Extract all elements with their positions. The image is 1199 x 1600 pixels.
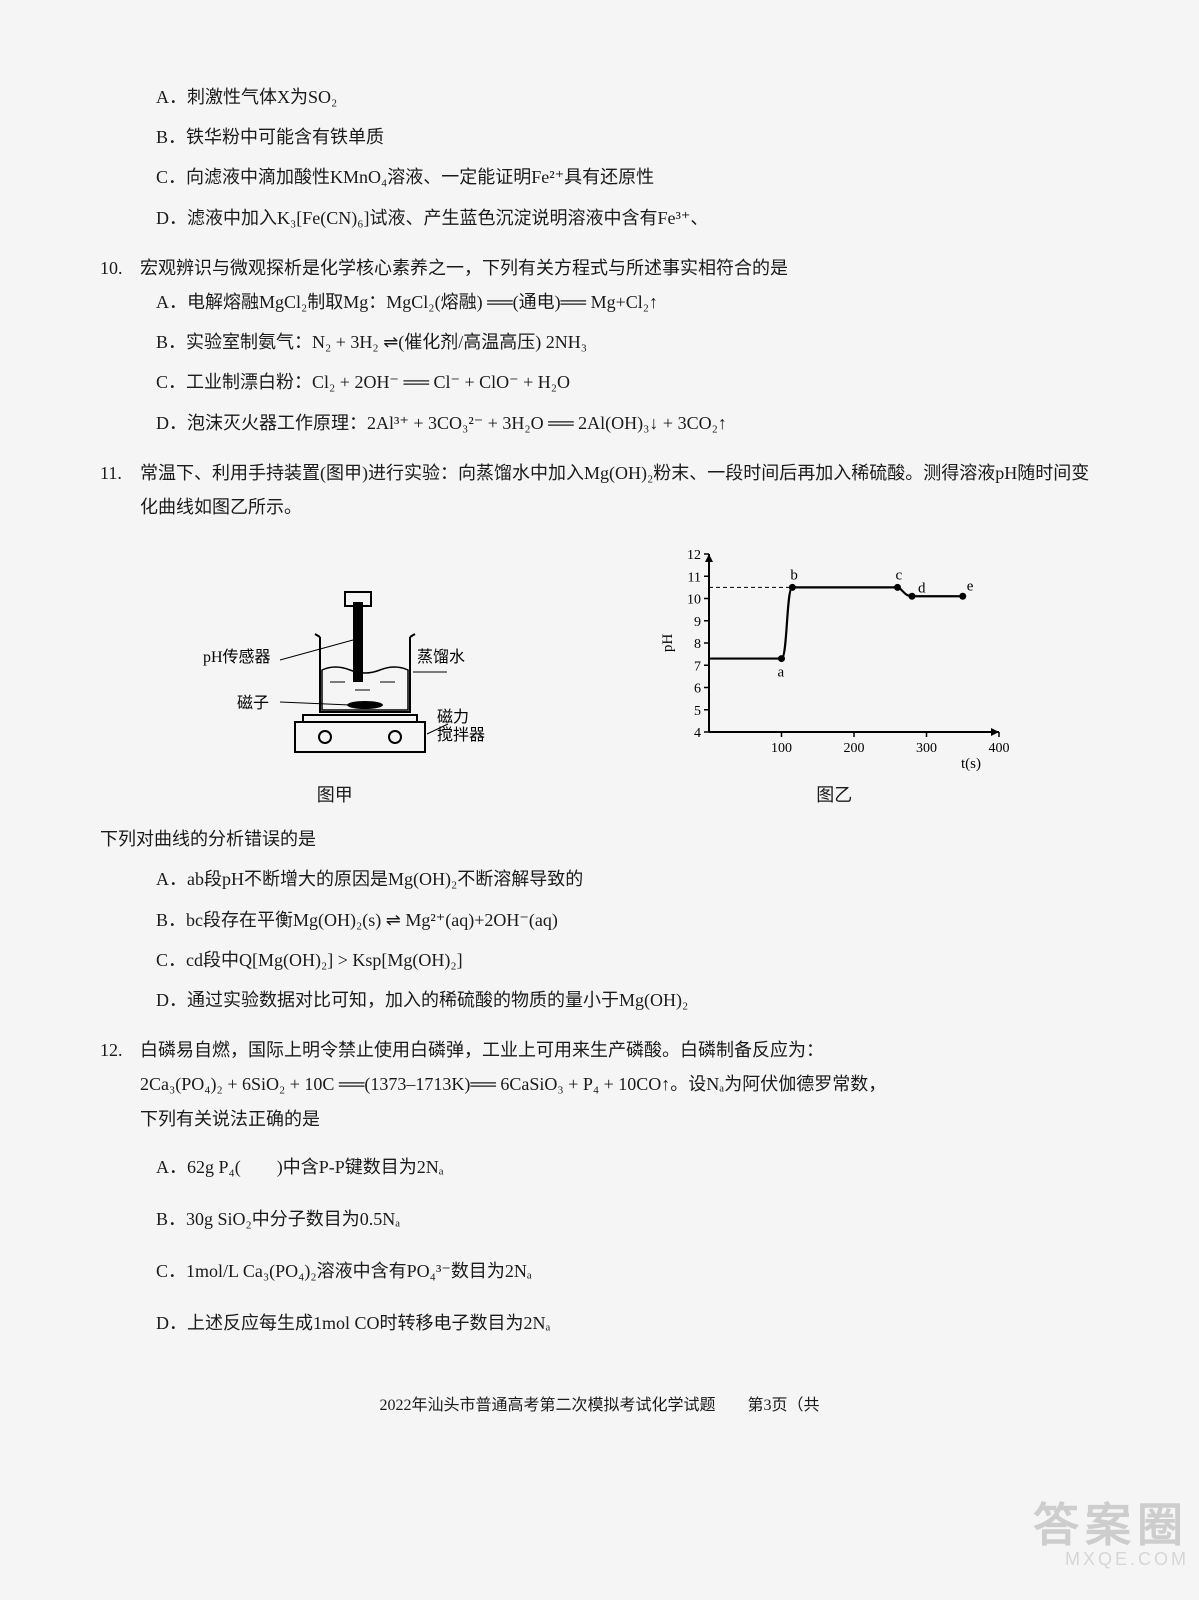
q10-optA: A．电解熔融MgCl₂制取Mg：MgCl₂(熔融) ══(通电)══ Mg+Cl…: [156, 285, 1099, 319]
fig-yi-caption: 图乙: [654, 778, 1014, 812]
page-footer: 2022年汕头市普通高考第二次模拟考试化学试题 第3页（共: [100, 1391, 1099, 1421]
q11-options: A．ab段pH不断增大的原因是Mg(OH)₂不断溶解导致的 B．bc段存在平衡M…: [156, 862, 1099, 1017]
svg-text:b: b: [791, 567, 799, 583]
svg-text:c: c: [896, 567, 903, 583]
svg-text:400: 400: [989, 741, 1010, 756]
ph-chart-svg: 4 5 6 7 8 9 10 11 12 100 200 300 400 a b cd e t(s) pH: [654, 542, 1014, 772]
svg-text:200: 200: [844, 741, 865, 756]
q11-stem: 常温下、利用手持装置(图甲)进行实验：向蒸馏水中加入Mg(OH)₂粉末、一段时间…: [140, 456, 1099, 524]
svg-text:7: 7: [694, 659, 701, 674]
q10-num: 10.: [100, 251, 140, 285]
q12-optB: B．30g SiO₂中分子数目为0.5Nₐ: [156, 1202, 1099, 1236]
q11-figures: pH传感器 磁子 蒸馏水 磁力 搅拌器 图甲 4 5 6 7 8 9 10 11 12 100 20…: [100, 542, 1099, 812]
label-magnet: 磁子: [237, 694, 269, 712]
q12-optC: C．1mol/L Ca₃(PO₄)₂溶液中含有PO₄³⁻数目为2Nₐ: [156, 1254, 1099, 1288]
label-stirrer2: 搅拌器: [437, 726, 485, 744]
q10-stem: 宏观辨识与微观探析是化学核心素养之一，下列有关方程式与所述事实相符合的是: [140, 251, 1099, 285]
svg-text:100: 100: [771, 741, 792, 756]
svg-text:e: e: [967, 578, 974, 594]
q10-optC: C．工业制漂白粉：Cl₂ + 2OH⁻ ══ Cl⁻ + ClO⁻ + H₂O: [156, 365, 1099, 399]
svg-text:5: 5: [694, 704, 701, 719]
figure-jia: pH传感器 磁子 蒸馏水 磁力 搅拌器 图甲: [185, 562, 485, 812]
apparatus-svg: pH传感器 磁子 蒸馏水 磁力 搅拌器: [185, 562, 485, 772]
q12-options: A．62g P₄( )中含P-P键数目为2Nₐ B．30g SiO₂中分子数目为…: [156, 1150, 1099, 1341]
q9-optC: C．向滤液中滴加酸性KMnO₄溶液、一定能证明Fe²⁺具有还原性: [156, 160, 1099, 194]
wm-main: 答案圈: [1033, 1499, 1189, 1551]
svg-text:12: 12: [687, 548, 701, 563]
q12-stem1: 白磷易自燃，国际上明令禁止使用白磷弹，工业上可用来生产磷酸。白磷制备反应为：: [140, 1040, 824, 1060]
q10-optB: B．实验室制氨气：N₂ + 3H₂ ⇌(催化剂/高温高压) 2NH₃: [156, 325, 1099, 359]
q11-optD: D．通过实验数据对比可知，加入的稀硫酸的物质的量小于Mg(OH)₂: [156, 983, 1099, 1017]
svg-text:pH: pH: [660, 634, 676, 653]
q12-stem2: 下列有关说法正确的是: [140, 1109, 320, 1129]
q9-optA: A．刺激性气体X为SO₂: [156, 80, 1099, 114]
question-11: 11. 常温下、利用手持装置(图甲)进行实验：向蒸馏水中加入Mg(OH)₂粉末、…: [100, 456, 1099, 1018]
svg-text:t(s): t(s): [961, 756, 981, 772]
svg-text:8: 8: [694, 637, 701, 652]
q12-num: 12.: [100, 1033, 140, 1136]
svg-text:4: 4: [694, 726, 701, 741]
label-water: 蒸馏水: [417, 648, 465, 666]
q10-options: A．电解熔融MgCl₂制取Mg：MgCl₂(熔融) ══(通电)══ Mg+Cl…: [156, 285, 1099, 440]
label-stirrer1: 磁力: [437, 708, 469, 726]
q11-optA: A．ab段pH不断增大的原因是Mg(OH)₂不断溶解导致的: [156, 862, 1099, 896]
q10-optD: D．泡沫灭火器工作原理：2Al³⁺ + 3CO₃²⁻ + 3H₂O ══ 2Al…: [156, 406, 1099, 440]
q12-optA: A．62g P₄( )中含P-P键数目为2Nₐ: [156, 1150, 1099, 1184]
label-sensor: pH传感器: [203, 648, 271, 666]
q11-num: 11.: [100, 456, 140, 524]
q9-optD: D．滤液中加入K₃[Fe(CN)₆]试液、产生蓝色沉淀说明溶液中含有Fe³⁺、: [156, 201, 1099, 235]
q12-eqn: 2Ca₃(PO₄)₂ + 6SiO₂ + 10C ══(1373–1713K)═…: [140, 1074, 886, 1094]
q9-options: A．刺激性气体X为SO₂ B．铁华粉中可能含有铁单质 C．向滤液中滴加酸性KMn…: [156, 80, 1099, 235]
question-12: 12. 白磷易自燃，国际上明令禁止使用白磷弹，工业上可用来生产磷酸。白磷制备反应…: [100, 1033, 1099, 1340]
svg-text:10: 10: [687, 593, 701, 608]
watermark-bottom-right: 答案圈 MXQE.COM: [1033, 1500, 1189, 1570]
q11-optC: C．cd段中Q[Mg(OH)₂] > Ksp[Mg(OH)₂]: [156, 943, 1099, 977]
q11-postfig: 下列对曲线的分析错误的是: [100, 822, 1099, 856]
svg-text:d: d: [918, 580, 926, 596]
svg-text:a: a: [778, 665, 785, 681]
svg-text:300: 300: [916, 741, 937, 756]
svg-text:11: 11: [688, 570, 701, 585]
fig-jia-caption: 图甲: [185, 778, 485, 812]
wm-sub: MXQE.COM: [1033, 1550, 1189, 1570]
q9-optB: B．铁华粉中可能含有铁单质: [156, 120, 1099, 154]
question-10: 10. 宏观辨识与微观探析是化学核心素养之一，下列有关方程式与所述事实相符合的是…: [100, 251, 1099, 440]
svg-text:6: 6: [694, 682, 701, 697]
q11-optB: B．bc段存在平衡Mg(OH)₂(s) ⇌ Mg²⁺(aq)+2OH⁻(aq): [156, 903, 1099, 937]
svg-text:9: 9: [694, 615, 701, 630]
q12-optD: D．上述反应每生成1mol CO时转移电子数目为2Nₐ: [156, 1306, 1099, 1340]
figure-yi: 4 5 6 7 8 9 10 11 12 100 200 300 400 a b cd e t(s) pH 图乙: [654, 542, 1014, 812]
